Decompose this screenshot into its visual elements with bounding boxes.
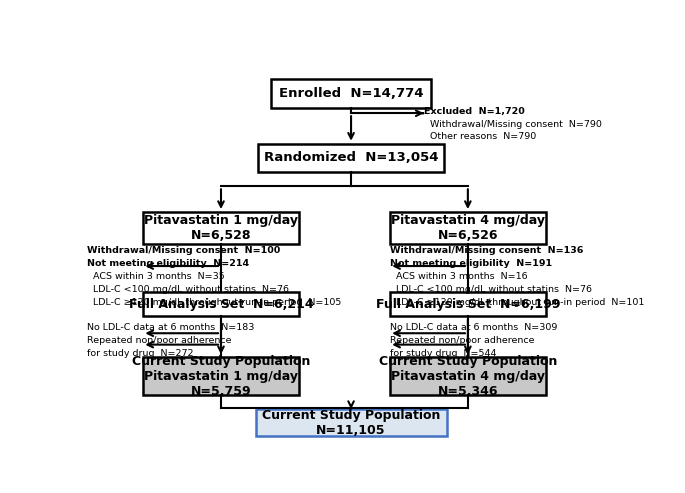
Text: No LDL-C data at 6 months  N=183: No LDL-C data at 6 months N=183 <box>87 323 254 332</box>
Text: Not meeting eligibility  N=191: Not meeting eligibility N=191 <box>390 259 553 268</box>
Text: Other reasons  N=790: Other reasons N=790 <box>424 133 536 141</box>
FancyBboxPatch shape <box>390 212 546 244</box>
Text: LDL-C <100 mg/dL without statins  N=76: LDL-C <100 mg/dL without statins N=76 <box>87 284 288 294</box>
Text: ACS within 3 months  N=16: ACS within 3 months N=16 <box>390 272 528 281</box>
Text: No LDL-C data at 6 months  N=309: No LDL-C data at 6 months N=309 <box>390 323 558 332</box>
Text: LDL-C <100 mg/dL without statins  N=76: LDL-C <100 mg/dL without statins N=76 <box>390 284 593 294</box>
Text: Repeated non/poor adherence: Repeated non/poor adherence <box>390 336 535 345</box>
Text: for study drug  N=272: for study drug N=272 <box>87 349 193 358</box>
Text: Pitavastatin 1 mg/day
N=6,528: Pitavastatin 1 mg/day N=6,528 <box>144 214 298 242</box>
Text: Withdrawal/Missing consent  N=136: Withdrawal/Missing consent N=136 <box>390 246 584 255</box>
FancyBboxPatch shape <box>271 79 431 107</box>
Text: Enrolled  N=14,774: Enrolled N=14,774 <box>279 87 423 100</box>
FancyBboxPatch shape <box>390 292 546 317</box>
Text: Withdrawal/Missing consent  N=790: Withdrawal/Missing consent N=790 <box>424 119 602 129</box>
FancyBboxPatch shape <box>258 143 444 172</box>
Text: LDL-C ≥120 mg/dL throughout run-in period  N=101: LDL-C ≥120 mg/dL throughout run-in perio… <box>390 298 645 307</box>
FancyBboxPatch shape <box>142 357 299 395</box>
Text: Full Analysis Set  N=6,214: Full Analysis Set N=6,214 <box>129 297 313 311</box>
FancyBboxPatch shape <box>256 409 447 436</box>
Text: Repeated non/poor adherence: Repeated non/poor adherence <box>87 336 231 345</box>
Text: Withdrawal/Missing consent  N=100: Withdrawal/Missing consent N=100 <box>87 246 280 255</box>
Text: Full Analysis Set  N=6,199: Full Analysis Set N=6,199 <box>375 297 560 311</box>
Text: Randomized  N=13,054: Randomized N=13,054 <box>264 151 438 164</box>
Text: ACS within 3 months  N=35: ACS within 3 months N=35 <box>87 272 225 281</box>
FancyBboxPatch shape <box>142 212 299 244</box>
Text: Excluded  N=1,720: Excluded N=1,720 <box>424 106 525 116</box>
Text: Current Study Population
N=11,105: Current Study Population N=11,105 <box>262 409 440 437</box>
Text: Current Study Population
Pitavastatin 1 mg/day
N=5,759: Current Study Population Pitavastatin 1 … <box>132 354 310 398</box>
Text: Current Study Population
Pitavastatin 4 mg/day
N=5,346: Current Study Population Pitavastatin 4 … <box>379 354 557 398</box>
Text: LDL-C ≥120 mg/dL throughout run-in period  N=105: LDL-C ≥120 mg/dL throughout run-in perio… <box>87 298 341 307</box>
FancyBboxPatch shape <box>390 357 546 395</box>
Text: for study drug  N=544: for study drug N=544 <box>390 349 497 358</box>
Text: Pitavastatin 4 mg/day
N=6,526: Pitavastatin 4 mg/day N=6,526 <box>391 214 545 242</box>
FancyBboxPatch shape <box>142 292 299 317</box>
Text: Not meeting eligibility  N=214: Not meeting eligibility N=214 <box>87 259 249 268</box>
